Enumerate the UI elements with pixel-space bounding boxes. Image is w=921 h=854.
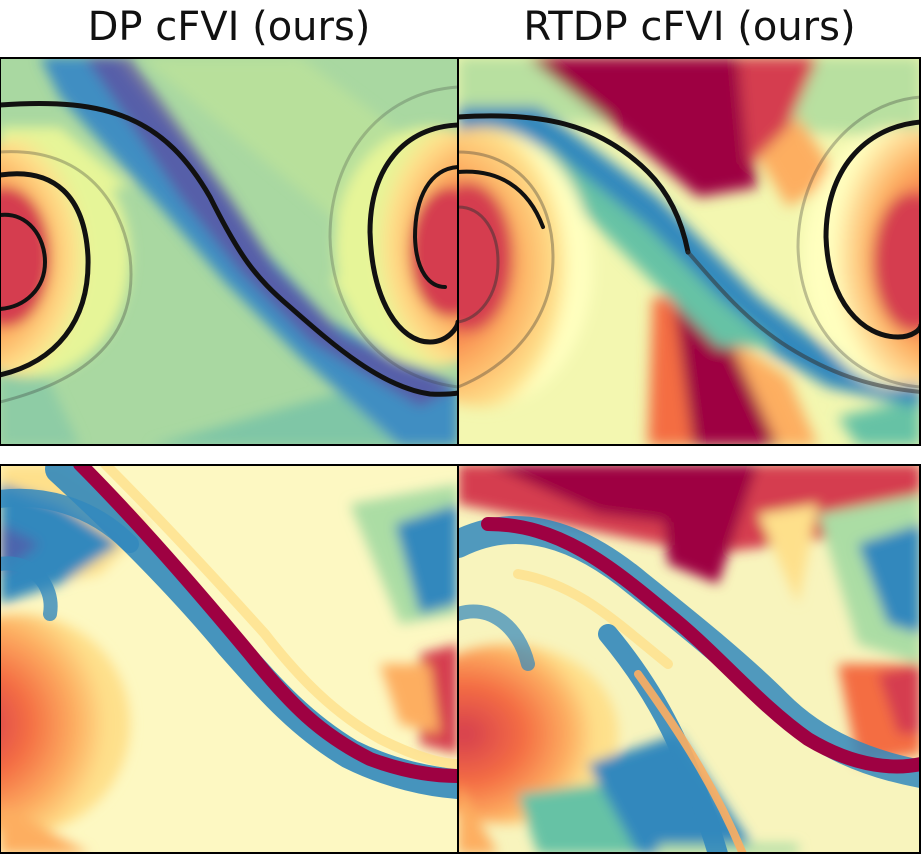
column-title-rtdp-cfvi: RTDP cFVI (ours) <box>523 4 856 50</box>
column-title-dp-cfvi: DP cFVI (ours) <box>87 4 371 50</box>
policy-heatmap-rtdp <box>458 464 921 854</box>
value-function-heatmap-rtdp <box>458 57 921 446</box>
policy-heatmap-dp <box>0 464 458 854</box>
value-function-heatmap-dp <box>0 57 458 446</box>
